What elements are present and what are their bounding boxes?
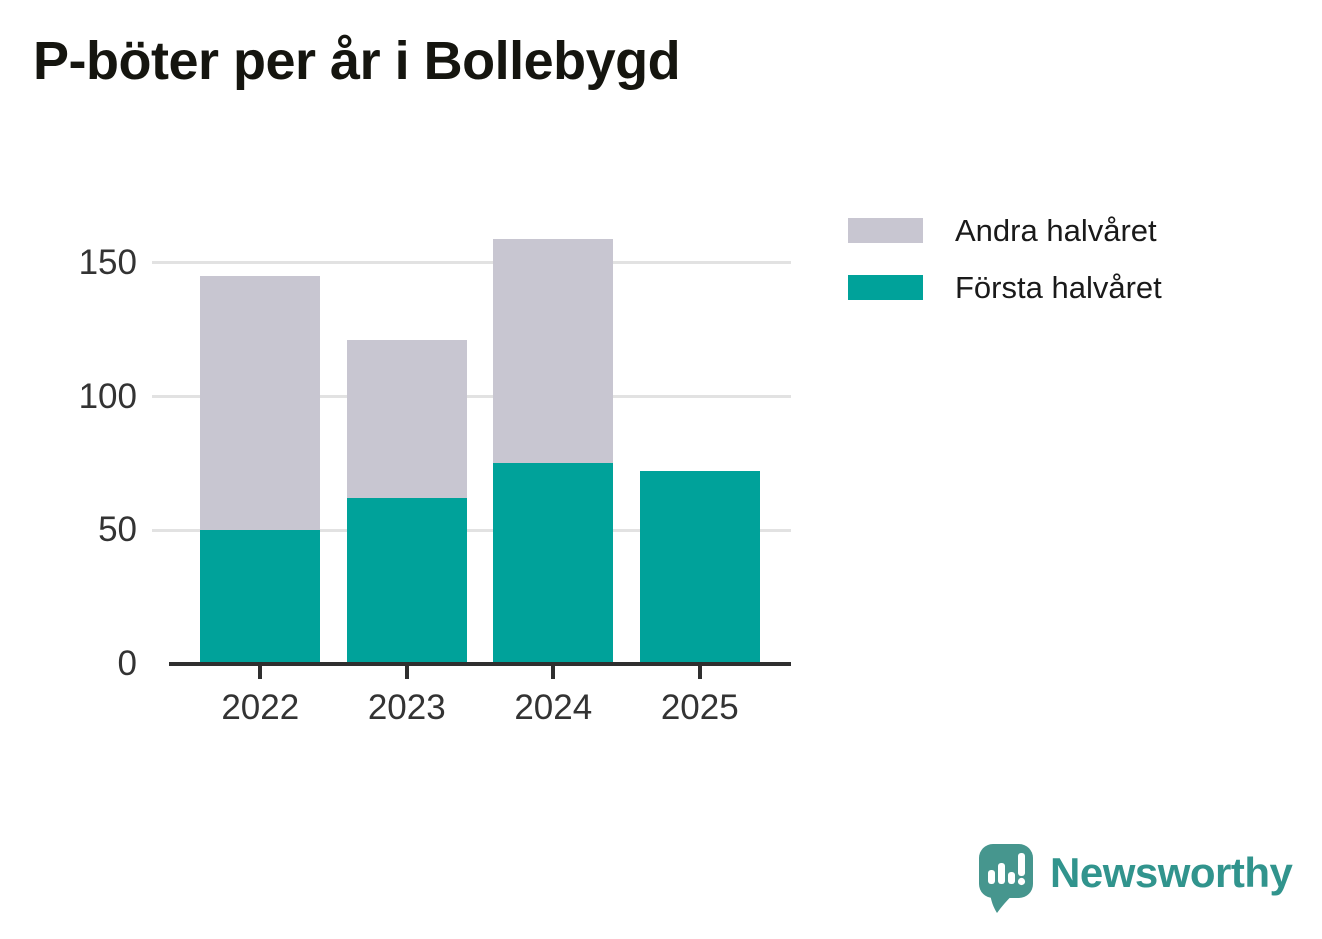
gridline-100 [152, 395, 791, 399]
x-axis-tick-label-2025: 2025 [660, 688, 739, 727]
legend: Andra halvåret Första halvåret [848, 213, 1162, 332]
legend-item-forsta-halvaret: Första halvåret [848, 270, 1162, 305]
legend-swatch-andra-halvaret [848, 218, 923, 243]
x-axis-tick-label-2022: 2022 [221, 688, 300, 727]
x-axis-tick-2025 [697, 666, 702, 679]
y-axis-tick-label: 50 [98, 510, 137, 550]
y-axis-tick-label: 100 [78, 376, 137, 416]
bar-2023-andra-halv-ret [346, 340, 467, 499]
gridline-150 [152, 261, 791, 265]
y-axis-tick-label: 150 [78, 242, 137, 282]
bar-2022-andra-halv-ret [200, 276, 321, 531]
legend-label-forsta-halvaret: Första halvåret [955, 269, 1162, 305]
bar-2023-f-rsta-halv-ret [346, 498, 467, 664]
newsworthy-logo-text: Newsworthy [1050, 849, 1293, 896]
bar-2024-f-rsta-halv-ret [493, 463, 614, 664]
gridline-50 [152, 528, 791, 532]
y-axis-tick-label: 0 [117, 644, 137, 683]
chart-title: P-böter per år i Bollebygd [33, 31, 681, 91]
bar-2022-f-rsta-halv-ret [200, 530, 321, 664]
x-axis-tick-2024 [551, 666, 556, 679]
legend-item-andra-halvaret: Andra halvåret [848, 213, 1162, 248]
legend-swatch-forsta-halvaret [848, 275, 923, 300]
newsworthy-logo-icon [979, 844, 1033, 913]
plot-area: 0 50 100 150 2022 2023 2024 2025 [79, 220, 791, 727]
bar-2024-andra-halv-ret [493, 238, 614, 464]
branding: Newsworthy [978, 843, 1293, 915]
x-axis-tick-label-2023: 2023 [367, 688, 446, 727]
legend-label-andra-halvaret: Andra halvåret [955, 212, 1157, 248]
x-axis-line [169, 662, 791, 666]
x-axis-tick-2022 [258, 666, 263, 679]
x-axis-tick-label-2024: 2024 [514, 688, 593, 727]
x-axis-tick-2023 [404, 666, 409, 679]
bar-2025-f-rsta-halv-ret [639, 471, 760, 664]
